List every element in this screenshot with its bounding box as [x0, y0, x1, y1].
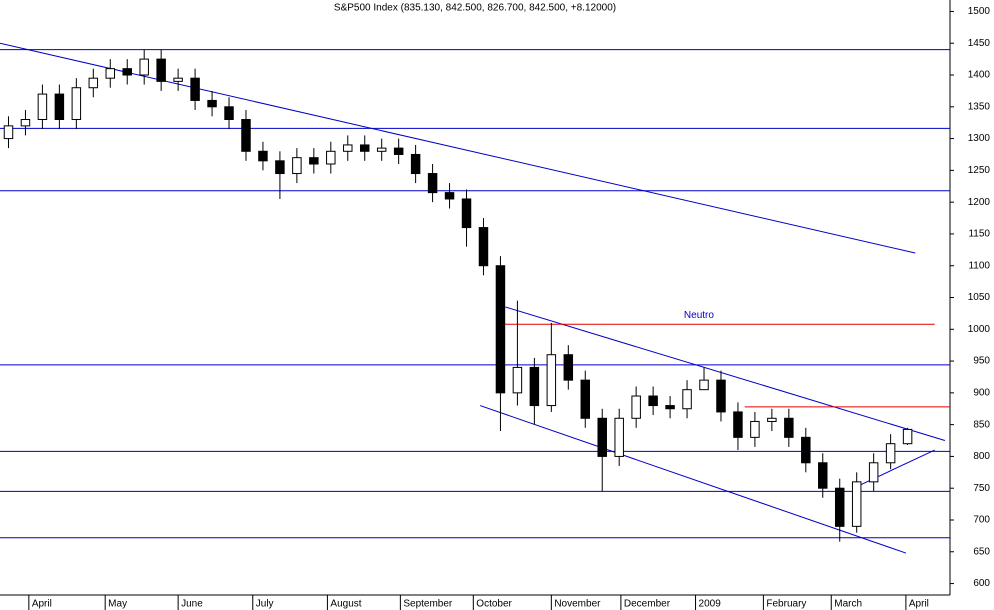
annotation: Neutro	[684, 310, 714, 321]
candle-body	[224, 106, 234, 121]
x-tick-label: October	[476, 599, 512, 610]
candle-body	[529, 366, 540, 407]
candle-body	[241, 119, 251, 152]
candle-body	[495, 265, 506, 394]
candle-body	[207, 99, 217, 108]
y-tick-label: 700	[973, 515, 990, 526]
candle-body	[3, 125, 14, 140]
x-tick-label: May	[108, 599, 127, 610]
x-tick-label: August	[330, 599, 361, 610]
x-tick-label: December	[624, 599, 671, 610]
y-tick-label: 1350	[968, 101, 991, 112]
candle-body	[461, 198, 472, 229]
candle-body	[376, 147, 387, 152]
candle-body	[716, 379, 726, 413]
candle-body	[750, 420, 760, 438]
candle-body	[393, 147, 404, 155]
x-tick-label: June	[181, 599, 203, 610]
candle-body	[885, 443, 896, 464]
y-tick-label: 1500	[968, 6, 991, 17]
y-tick-label: 900	[973, 387, 990, 398]
candle-body	[851, 481, 862, 527]
candle-body	[818, 462, 828, 489]
candle-body	[105, 68, 116, 79]
y-tick-label: 850	[973, 419, 990, 430]
y-tick-label: 750	[973, 483, 990, 494]
y-tick-label: 800	[973, 451, 990, 462]
candle-body	[343, 144, 353, 152]
candle-body	[37, 93, 48, 121]
candle-body	[580, 379, 591, 419]
candle-body	[546, 354, 557, 407]
candle-body	[71, 87, 82, 121]
y-tick-label: 1200	[968, 197, 991, 208]
candle-body	[88, 77, 99, 89]
candle-body	[410, 153, 421, 175]
trend-line	[505, 306, 946, 442]
y-tick-label: 650	[973, 546, 990, 557]
x-tick-label: September	[403, 599, 453, 610]
candle-body	[801, 436, 811, 464]
x-tick-label: November	[554, 599, 601, 610]
candle-body	[326, 150, 336, 165]
y-tick-label: 1150	[968, 229, 990, 240]
x-tick-label: April	[909, 599, 929, 610]
x-tick-label: July	[256, 599, 274, 610]
y-tick-label: 1100	[968, 260, 990, 271]
y-tick-label: 1450	[968, 38, 991, 49]
candle-body	[784, 417, 794, 438]
candle-body	[173, 77, 183, 82]
candle-body	[868, 462, 879, 483]
candle-body	[665, 405, 675, 410]
candle-body	[902, 428, 913, 445]
x-tick-label: March	[834, 599, 862, 610]
candle-body	[444, 192, 455, 200]
y-tick-label: 1000	[968, 324, 991, 335]
candle-body	[292, 157, 302, 175]
x-tick-label: February	[766, 599, 806, 610]
candle-body	[614, 417, 624, 457]
candle-body	[359, 144, 370, 152]
candle-body	[478, 227, 489, 267]
candle-body	[834, 487, 845, 527]
candle-body	[699, 379, 709, 391]
candle-body	[156, 58, 166, 82]
candle-body	[682, 389, 692, 410]
y-tick-label: 1250	[968, 165, 991, 176]
candle-body	[309, 157, 319, 165]
y-tick-label: 600	[973, 578, 990, 589]
candle-body	[190, 77, 200, 101]
trend-line	[0, 42, 916, 254]
candle-body	[648, 395, 658, 407]
y-tick-label: 1400	[968, 70, 991, 81]
candle-body	[275, 160, 285, 175]
trend-line	[479, 405, 907, 554]
candle-body	[54, 93, 65, 121]
candle-body	[20, 119, 31, 127]
candle-body	[733, 411, 743, 438]
candle-body	[512, 366, 523, 394]
y-tick-label: 950	[973, 356, 990, 367]
x-tick-label: April	[32, 599, 52, 610]
candle-body	[122, 68, 132, 76]
y-tick-label: 1050	[968, 292, 991, 303]
x-tick-label: 2009	[699, 599, 722, 610]
chart-title: S&P500 Index (835.130, 842.500, 826.700,…	[334, 3, 616, 14]
candle-body	[258, 150, 268, 162]
candle-body	[631, 395, 641, 419]
y-tick-label: 1300	[968, 133, 991, 144]
candle-body	[427, 173, 438, 194]
candle-body	[767, 417, 777, 422]
candle-body	[597, 417, 607, 457]
candle-body	[139, 58, 149, 76]
candle-body	[563, 354, 574, 381]
